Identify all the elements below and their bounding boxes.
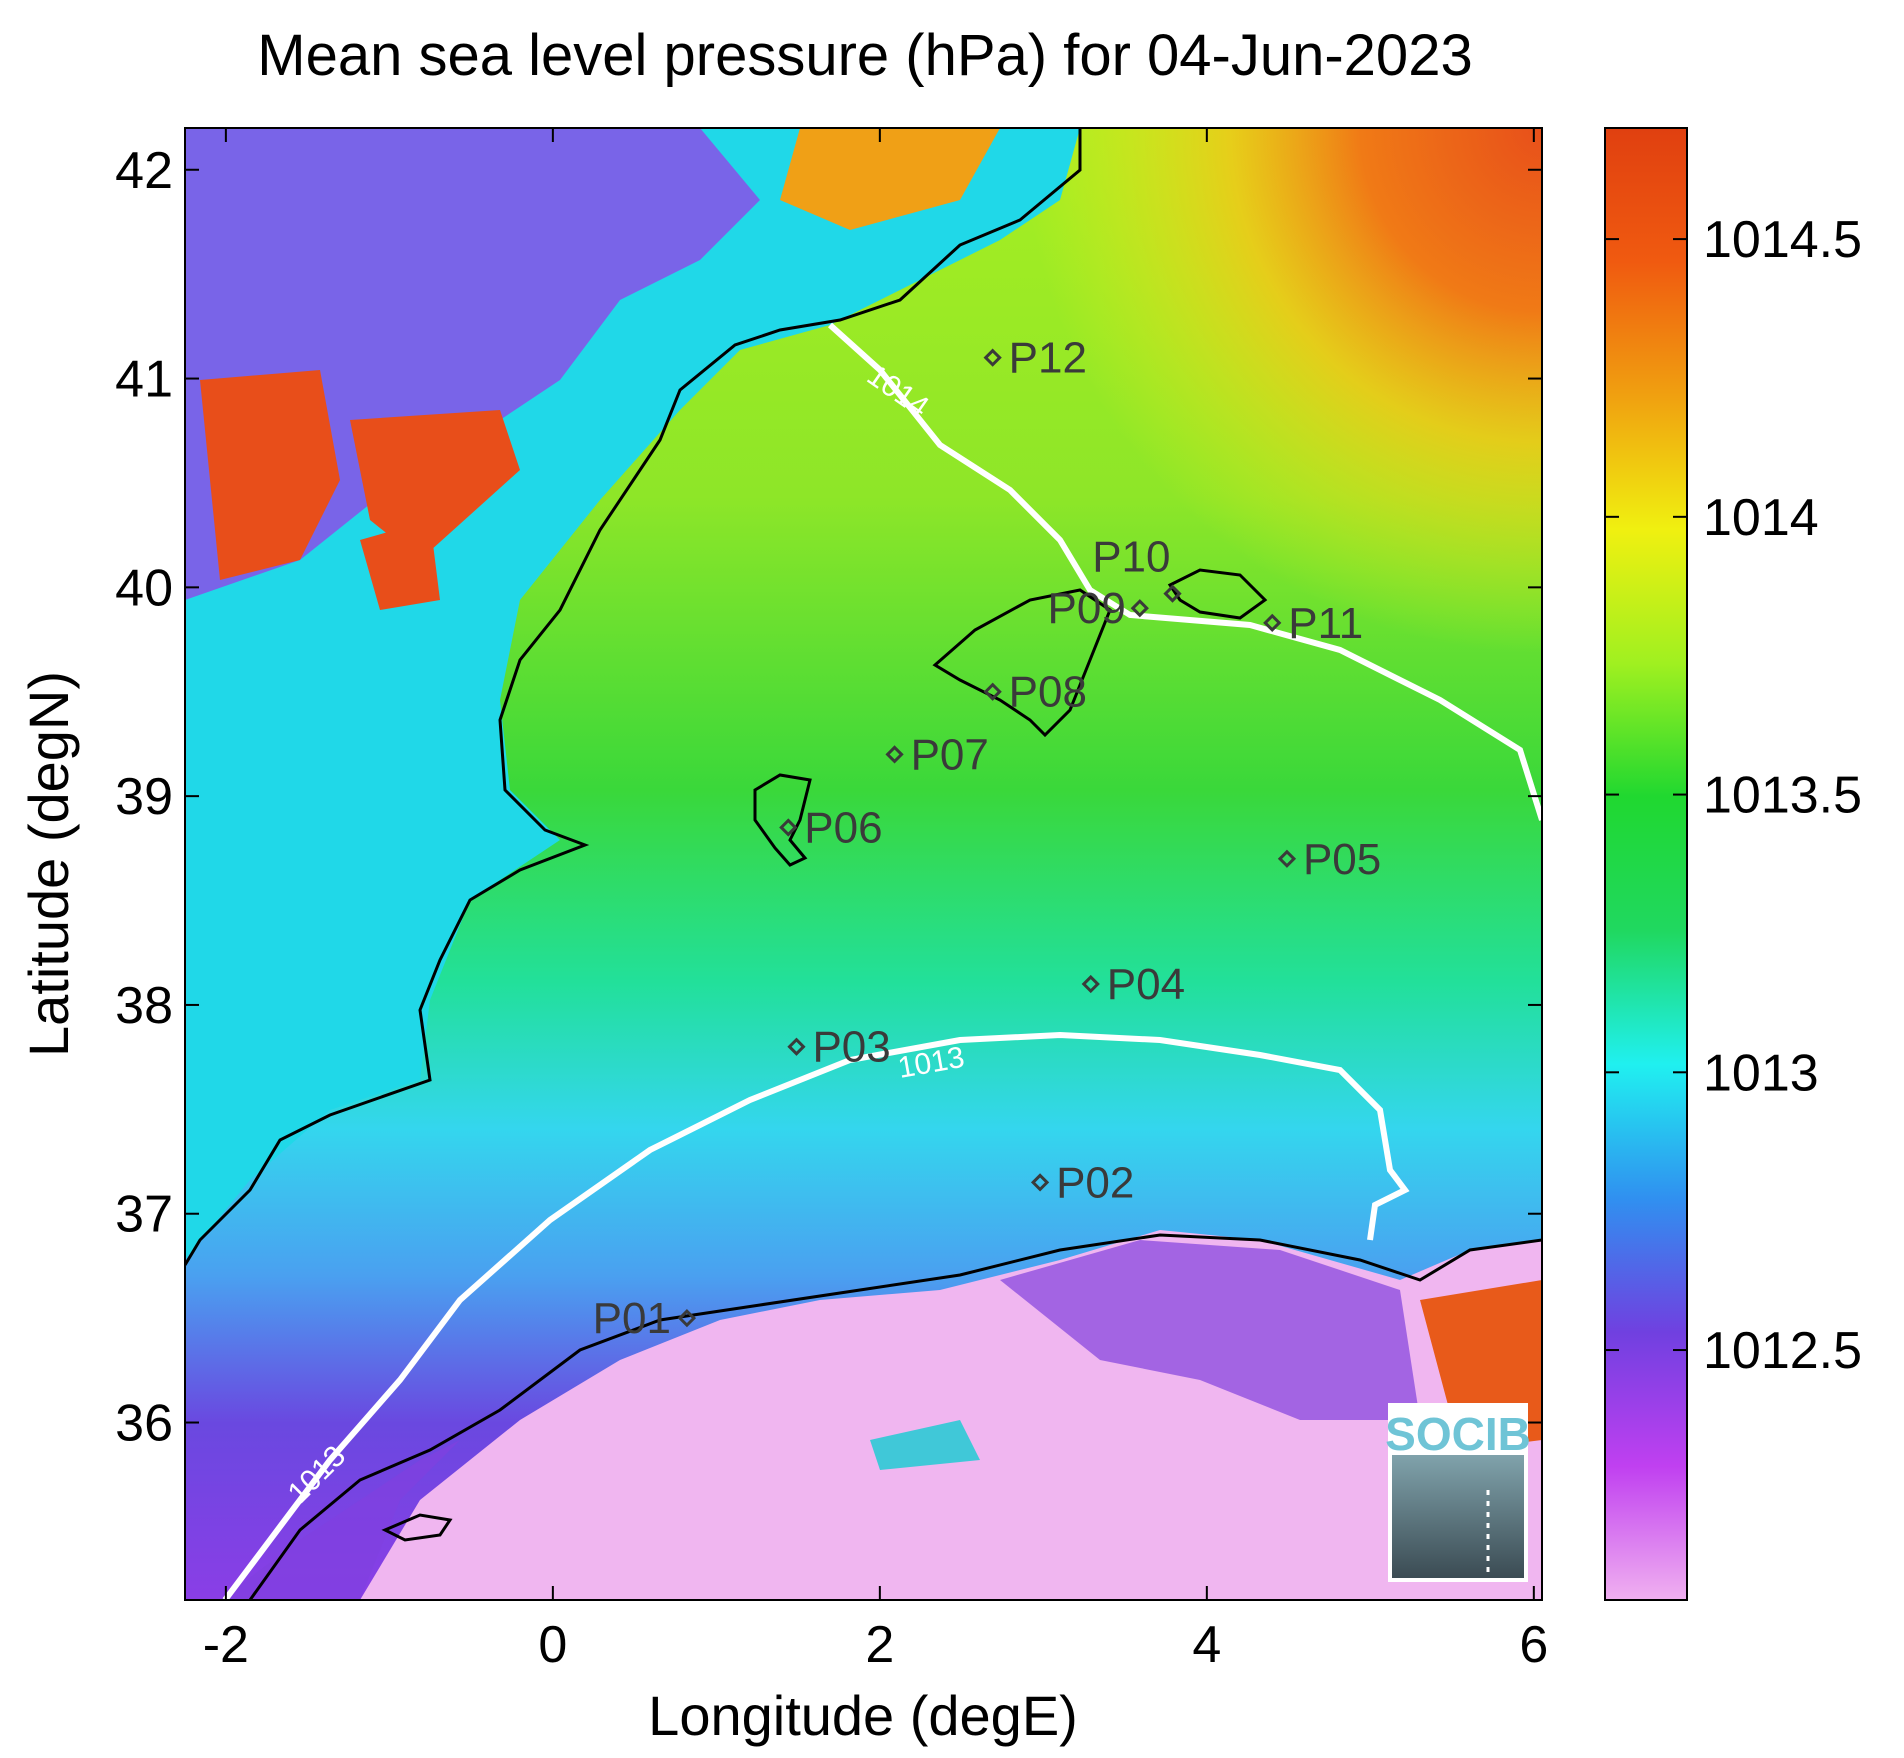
map-frame (184, 127, 1543, 1601)
map-area: 1014 1013 1013 P01P02P03P04P05P06P07P08P… (185, 128, 1542, 1600)
station-marker (1277, 849, 1297, 868)
highland-patch-3 (360, 520, 440, 610)
station-label: P07 (911, 730, 989, 779)
x-tick-label: 4 (1192, 1616, 1221, 1674)
y-axis-ticks: 36 37 38 39 40 41 42 (115, 142, 1542, 1453)
station-label: P01 (593, 1294, 671, 1343)
station-marker (787, 1037, 806, 1056)
y-tick-label: 37 (115, 1186, 173, 1244)
station-label: P06 (804, 803, 882, 852)
african-coastline (248, 1233, 1542, 1600)
colorbar (1604, 127, 1688, 1601)
y-tick-label: 41 (115, 351, 173, 409)
socib-logo: SOCIB (1385, 1403, 1531, 1582)
station-marker (983, 682, 1002, 701)
logo-text: SOCIB (1385, 1408, 1531, 1460)
y-axis-label: Latitude (degN) (17, 671, 80, 1057)
highland-patch-1 (200, 370, 340, 580)
y-tick-label: 36 (115, 1395, 173, 1453)
x-tick-label: 6 (1519, 1616, 1548, 1674)
station-marker (1263, 613, 1282, 632)
highland-patch-2 (350, 410, 520, 560)
station-label: P11 (1288, 599, 1363, 648)
x-tick-label: -2 (203, 1616, 249, 1674)
contour-1013 (222, 1031, 1410, 1600)
colorbar-tick-label: 1012.5 (1703, 1322, 1862, 1380)
station-marker (677, 1309, 697, 1328)
station-label: P05 (1303, 835, 1381, 884)
colorbar-tick-label: 1014 (1703, 489, 1819, 547)
station-marker (1081, 974, 1100, 994)
colorbar-ticks: 1012.5 1013 1013.5 1014 1014.5 (1605, 211, 1862, 1380)
station-label: P09 (1048, 584, 1126, 633)
station-label: P03 (812, 1023, 890, 1072)
station-label: P04 (1107, 960, 1185, 1009)
x-tick-label: 0 (538, 1616, 567, 1674)
colorbar-tick-label: 1013.5 (1703, 767, 1862, 825)
station-label: P12 (1009, 334, 1087, 383)
y-tick-label: 38 (115, 977, 173, 1035)
alboran-coast (381, 1513, 453, 1542)
north-africa-upland (1000, 1240, 1420, 1420)
station-marker (1030, 1173, 1050, 1192)
station-marker (1163, 584, 1182, 603)
station-marker (885, 745, 904, 764)
southwest-low (185, 1440, 460, 1600)
menorca-coast (1167, 568, 1268, 620)
station-label: P02 (1056, 1158, 1134, 1207)
colorbar-tick-label: 1014.5 (1703, 211, 1862, 269)
north-africa-patch (870, 1420, 980, 1470)
station-marker (983, 348, 1002, 367)
y-tick-label: 39 (115, 768, 173, 826)
station-label: P10 (1092, 533, 1170, 582)
coastal-warm-patch (780, 128, 1000, 230)
x-axis-label: Longitude (degE) (648, 1684, 1078, 1747)
x-tick-label: 2 (865, 1616, 894, 1674)
iberian-coastline (185, 128, 1082, 1266)
colorbar-tick-label: 1013 (1703, 1044, 1819, 1102)
station-label: P08 (1009, 668, 1087, 717)
y-tick-label: 40 (115, 559, 173, 617)
station-marker (779, 818, 798, 837)
y-tick-label: 42 (115, 142, 173, 200)
station-marker (1130, 599, 1149, 618)
chart-title: Mean sea level pressure (hPa) for 04-Jun… (257, 23, 1472, 88)
ibiza-coast (753, 773, 812, 867)
logo-header (1392, 1407, 1524, 1455)
x-axis-ticks: -2 0 2 4 6 (203, 128, 1548, 1674)
contour-1014 (827, 322, 1542, 821)
